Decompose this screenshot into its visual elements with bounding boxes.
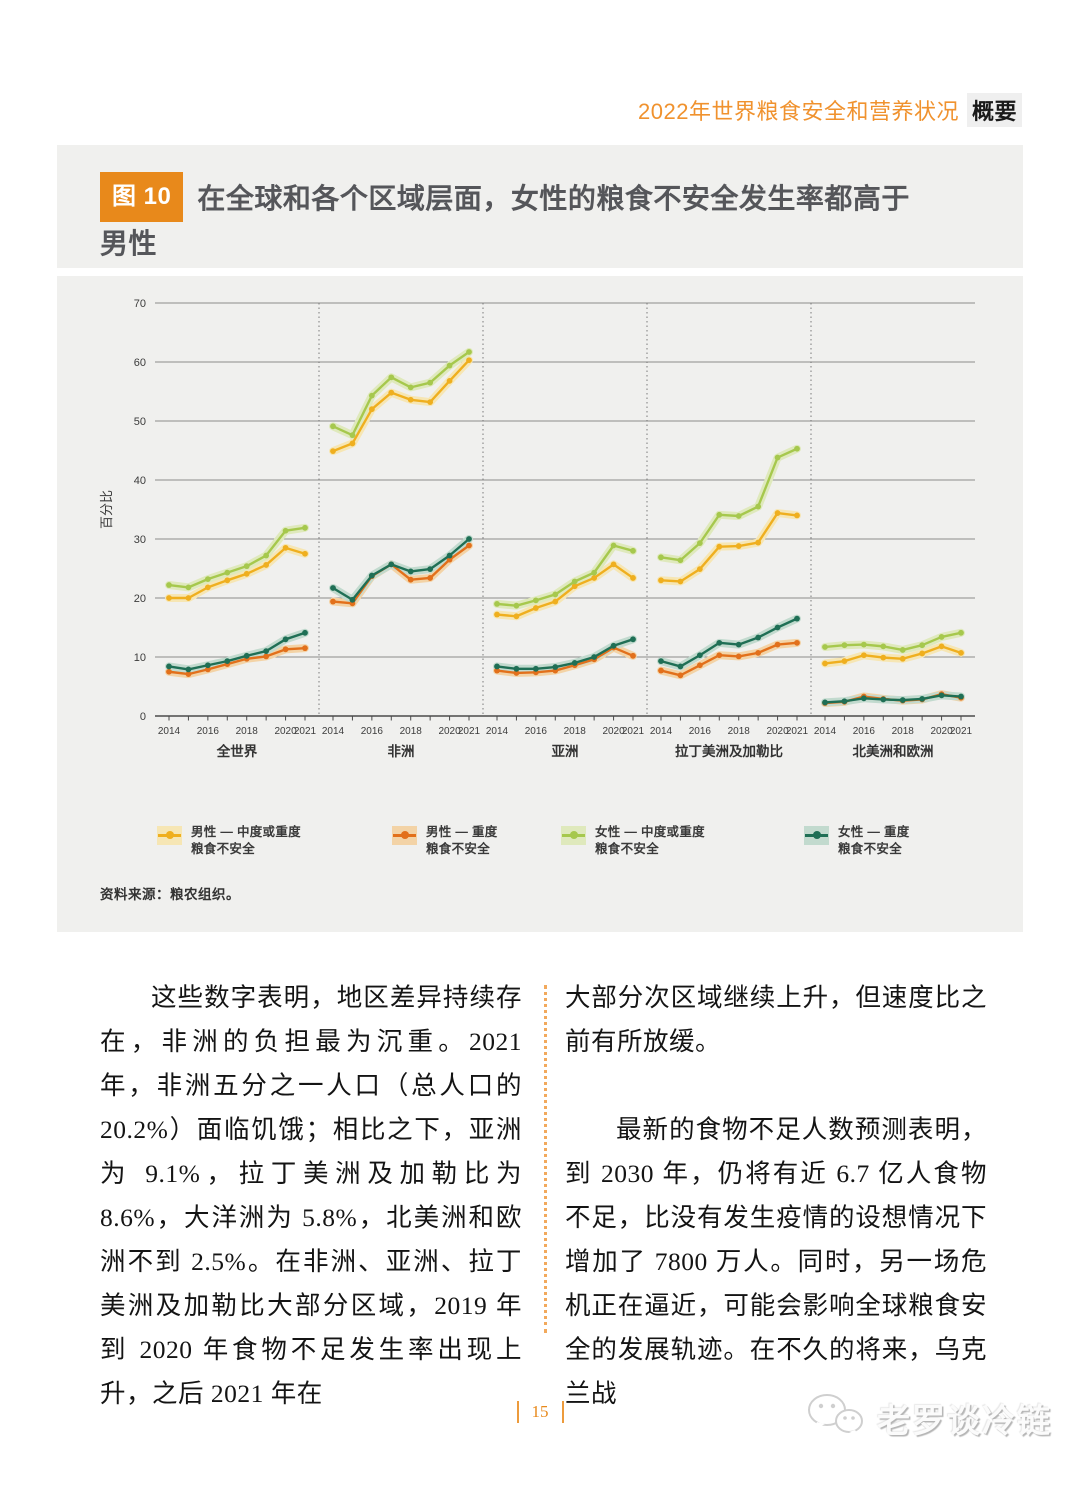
legend-swatch-men-moderate	[157, 826, 182, 845]
watermark-text: 老罗谈冷链	[877, 1401, 1052, 1439]
legend-label: 男性 — 重度	[426, 825, 498, 839]
svg-text:2021: 2021	[458, 726, 481, 737]
watermark: 老罗谈冷链	[805, 1392, 1052, 1443]
legend-swatch-women-moderate	[561, 826, 586, 845]
paragraph: 大部分次区域继续上升，但速度比之前有所放缓。	[565, 983, 987, 1056]
svg-text:2018: 2018	[236, 726, 259, 737]
svg-text:60: 60	[134, 357, 146, 369]
svg-text:2018: 2018	[892, 726, 915, 737]
paragraph: 最新的食物不足人数预测表明，到 2030 年，仍将有近 6.7 亿人食物不足，比…	[565, 1115, 987, 1408]
svg-text:2014: 2014	[322, 726, 345, 737]
svg-text:2020: 2020	[274, 726, 297, 737]
svg-text:2020: 2020	[602, 726, 625, 737]
body-right-column: 大部分次区域继续上升，但速度比之前有所放缓。 最新的食物不足人数预测表明，到 2…	[565, 976, 987, 1416]
svg-text:2020: 2020	[766, 726, 789, 737]
page-number: 15	[0, 1401, 1080, 1423]
svg-text:2021: 2021	[786, 726, 809, 737]
svg-text:10: 10	[134, 652, 146, 664]
page-number-value: 15	[531, 1402, 549, 1421]
legend-swatch-men-severe	[392, 826, 417, 845]
svg-text:亚洲: 亚洲	[552, 744, 579, 759]
svg-text:2018: 2018	[728, 726, 751, 737]
svg-text:2021: 2021	[294, 726, 317, 737]
page-number-bar	[561, 1401, 564, 1423]
svg-text:2016: 2016	[525, 726, 548, 737]
svg-text:50: 50	[134, 416, 146, 428]
figure-number-badge: 图 10	[100, 172, 184, 222]
svg-text:2020: 2020	[930, 726, 953, 737]
legend-swatch-women-severe	[804, 826, 829, 845]
svg-text:2014: 2014	[486, 726, 509, 737]
wechat-icon	[805, 1392, 867, 1443]
figure-title-box: 图 10 在全球和各个区域层面，女性的粮食不安全发生率都高于男性	[57, 145, 1023, 268]
svg-text:2021: 2021	[622, 726, 645, 737]
legend-item: 女性 — 中度或重度 粮食不安全	[561, 824, 705, 858]
svg-text:2014: 2014	[158, 726, 181, 737]
source-note: 资料来源：粮农组织。	[100, 887, 240, 902]
svg-text:40: 40	[134, 475, 146, 487]
legend-label: 女性 — 重度	[838, 825, 910, 839]
svg-text:非洲: 非洲	[388, 743, 415, 759]
svg-text:2014: 2014	[650, 726, 673, 737]
svg-text:2021: 2021	[950, 726, 973, 737]
svg-text:2016: 2016	[853, 726, 876, 737]
svg-text:全世界: 全世界	[216, 743, 258, 759]
body-left-column: 这些数字表明，地区差异持续存在，非洲的负担最为沉重。2021 年，非洲五分之一人…	[100, 976, 522, 1416]
svg-text:2016: 2016	[197, 726, 220, 737]
page-number-bar	[516, 1401, 519, 1423]
page-header: 2022年世界粮食安全和营养状况 概要	[638, 93, 1022, 127]
svg-text:0: 0	[140, 711, 146, 723]
legend-item: 女性 — 重度 粮食不安全	[804, 824, 910, 858]
legend-item: 男性 — 重度 粮食不安全	[392, 824, 498, 858]
svg-text:2016: 2016	[689, 726, 712, 737]
svg-text:百分比: 百分比	[99, 490, 114, 529]
svg-text:2014: 2014	[814, 726, 837, 737]
figure-title-text: 在全球和各个区域层面，女性的粮食不安全发生率都高于男性	[100, 183, 910, 259]
svg-text:2016: 2016	[361, 726, 384, 737]
figure-chart-box: 0 10 20 30 40 50 60 70 百分比 2014 2016 2018 2020 2021 全世…	[57, 276, 1023, 932]
svg-text:70: 70	[134, 298, 146, 310]
svg-text:2018: 2018	[400, 726, 423, 737]
legend-label: 男性 — 中度或重度	[191, 825, 301, 839]
chart-area: 0 10 20 30 40 50 60 70 百分比 2014 2016 2018 2020 2021 全世…	[95, 288, 985, 771]
paragraph: 这些数字表明，地区差异持续存在，非洲的负担最为沉重。2021 年，非洲五分之一人…	[100, 983, 522, 1408]
svg-text:拉丁美洲及加勒比: 拉丁美洲及加勒比	[675, 743, 783, 759]
column-divider	[544, 985, 547, 1333]
legend-label: 女性 — 中度或重度	[595, 825, 705, 839]
report-title: 2022年世界粮食安全和营养状况	[638, 99, 959, 124]
svg-text:30: 30	[134, 534, 146, 546]
report-badge: 概要	[966, 93, 1022, 127]
figure-title: 图 10 在全球和各个区域层面，女性的粮食不安全发生率都高于男性	[100, 172, 923, 265]
svg-text:2020: 2020	[438, 726, 461, 737]
svg-text:2018: 2018	[564, 726, 587, 737]
svg-text:20: 20	[134, 593, 146, 605]
legend-item: 男性 — 中度或重度 粮食不安全	[157, 824, 301, 858]
svg-text:北美洲和欧洲: 北美洲和欧洲	[853, 743, 934, 759]
